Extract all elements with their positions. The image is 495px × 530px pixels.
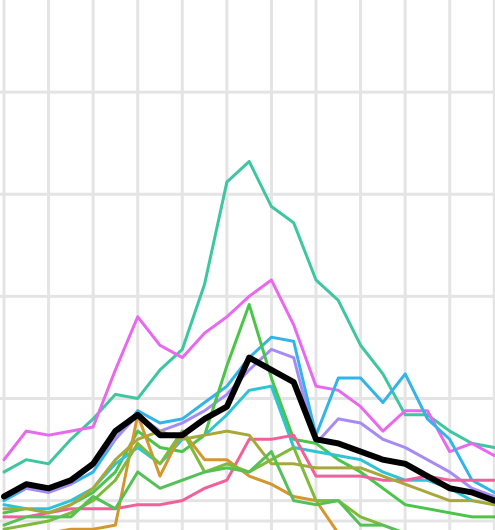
series-line-0 [2, 160, 495, 474]
series-line-6 [2, 433, 495, 519]
chart-series [1, 160, 495, 530]
series-line-4 [2, 303, 495, 519]
series-line-10 [2, 450, 401, 530]
series-line-8 [58, 413, 338, 530]
series-line-mean [1, 354, 495, 504]
series-line-1 [2, 278, 495, 462]
series-line-7 [2, 429, 495, 515]
